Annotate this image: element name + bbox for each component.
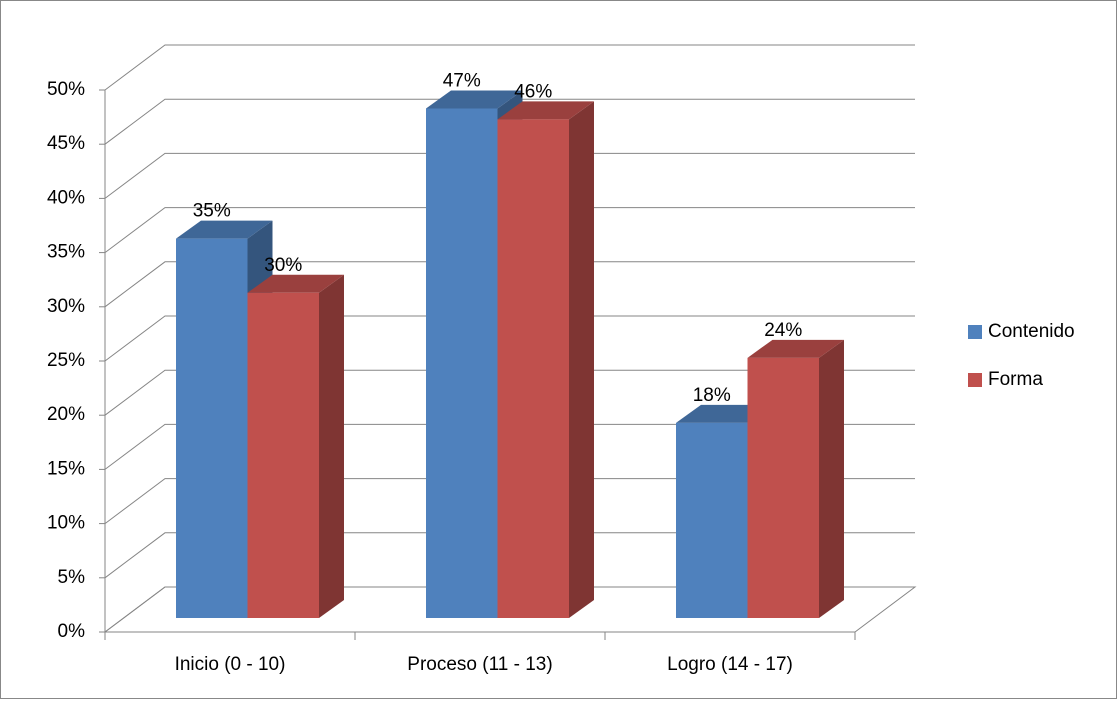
y-tick-label: 45% bbox=[47, 133, 85, 154]
bar bbox=[497, 101, 594, 619]
y-tick-label: 20% bbox=[47, 404, 85, 425]
grid-line bbox=[104, 152, 915, 199]
y-tick-label: 25% bbox=[47, 350, 85, 371]
grid-line bbox=[104, 261, 915, 308]
y-tick-label: 35% bbox=[47, 242, 85, 263]
grid-line bbox=[104, 423, 915, 470]
grid-line bbox=[104, 98, 915, 145]
value-label: 18% bbox=[693, 385, 731, 406]
bar-top bbox=[497, 101, 594, 120]
bar-front bbox=[497, 119, 569, 619]
value-label: 24% bbox=[764, 320, 802, 341]
legend-label: Contenido bbox=[988, 321, 1075, 342]
grid-line bbox=[104, 532, 915, 579]
bar-top bbox=[247, 274, 344, 293]
value-label: 30% bbox=[264, 255, 302, 276]
x-tick-label: Logro (14 - 17) bbox=[667, 654, 793, 675]
grid-line bbox=[104, 207, 915, 254]
y-tick-label: 50% bbox=[47, 79, 85, 100]
bar-side bbox=[319, 274, 344, 618]
y-tick-label: 15% bbox=[47, 458, 85, 479]
bar-top bbox=[176, 220, 273, 239]
y-tick-label: 40% bbox=[47, 187, 85, 208]
grid-line bbox=[104, 586, 915, 633]
y-tick-label: 10% bbox=[47, 513, 85, 534]
value-label: 47% bbox=[443, 71, 481, 92]
y-tick-label: 30% bbox=[47, 296, 85, 317]
bar-side bbox=[569, 101, 594, 619]
bar-top bbox=[747, 339, 844, 358]
bar-side bbox=[819, 339, 844, 618]
grid-line bbox=[104, 44, 915, 91]
legend-label: Forma bbox=[988, 369, 1043, 390]
y-tick-label: 0% bbox=[58, 621, 86, 642]
bar-front bbox=[676, 422, 748, 618]
value-label: 46% bbox=[514, 81, 552, 102]
legend-swatch bbox=[968, 373, 982, 387]
bar-front bbox=[426, 108, 498, 619]
grid-line bbox=[104, 478, 915, 524]
grid-line bbox=[104, 315, 915, 362]
value-label: 35% bbox=[193, 201, 231, 222]
grid-line bbox=[104, 369, 915, 416]
bar-front bbox=[747, 357, 819, 618]
x-tick-label: Proceso (11 - 13) bbox=[407, 654, 552, 675]
bar bbox=[747, 339, 844, 618]
x-tick-label: Inicio (0 - 10) bbox=[175, 654, 286, 675]
y-tick-label: 5% bbox=[58, 567, 86, 588]
bar-front bbox=[247, 292, 319, 618]
legend-swatch bbox=[968, 325, 982, 339]
bar bbox=[247, 274, 344, 618]
bar-front bbox=[176, 238, 248, 618]
bar-top bbox=[426, 90, 523, 109]
